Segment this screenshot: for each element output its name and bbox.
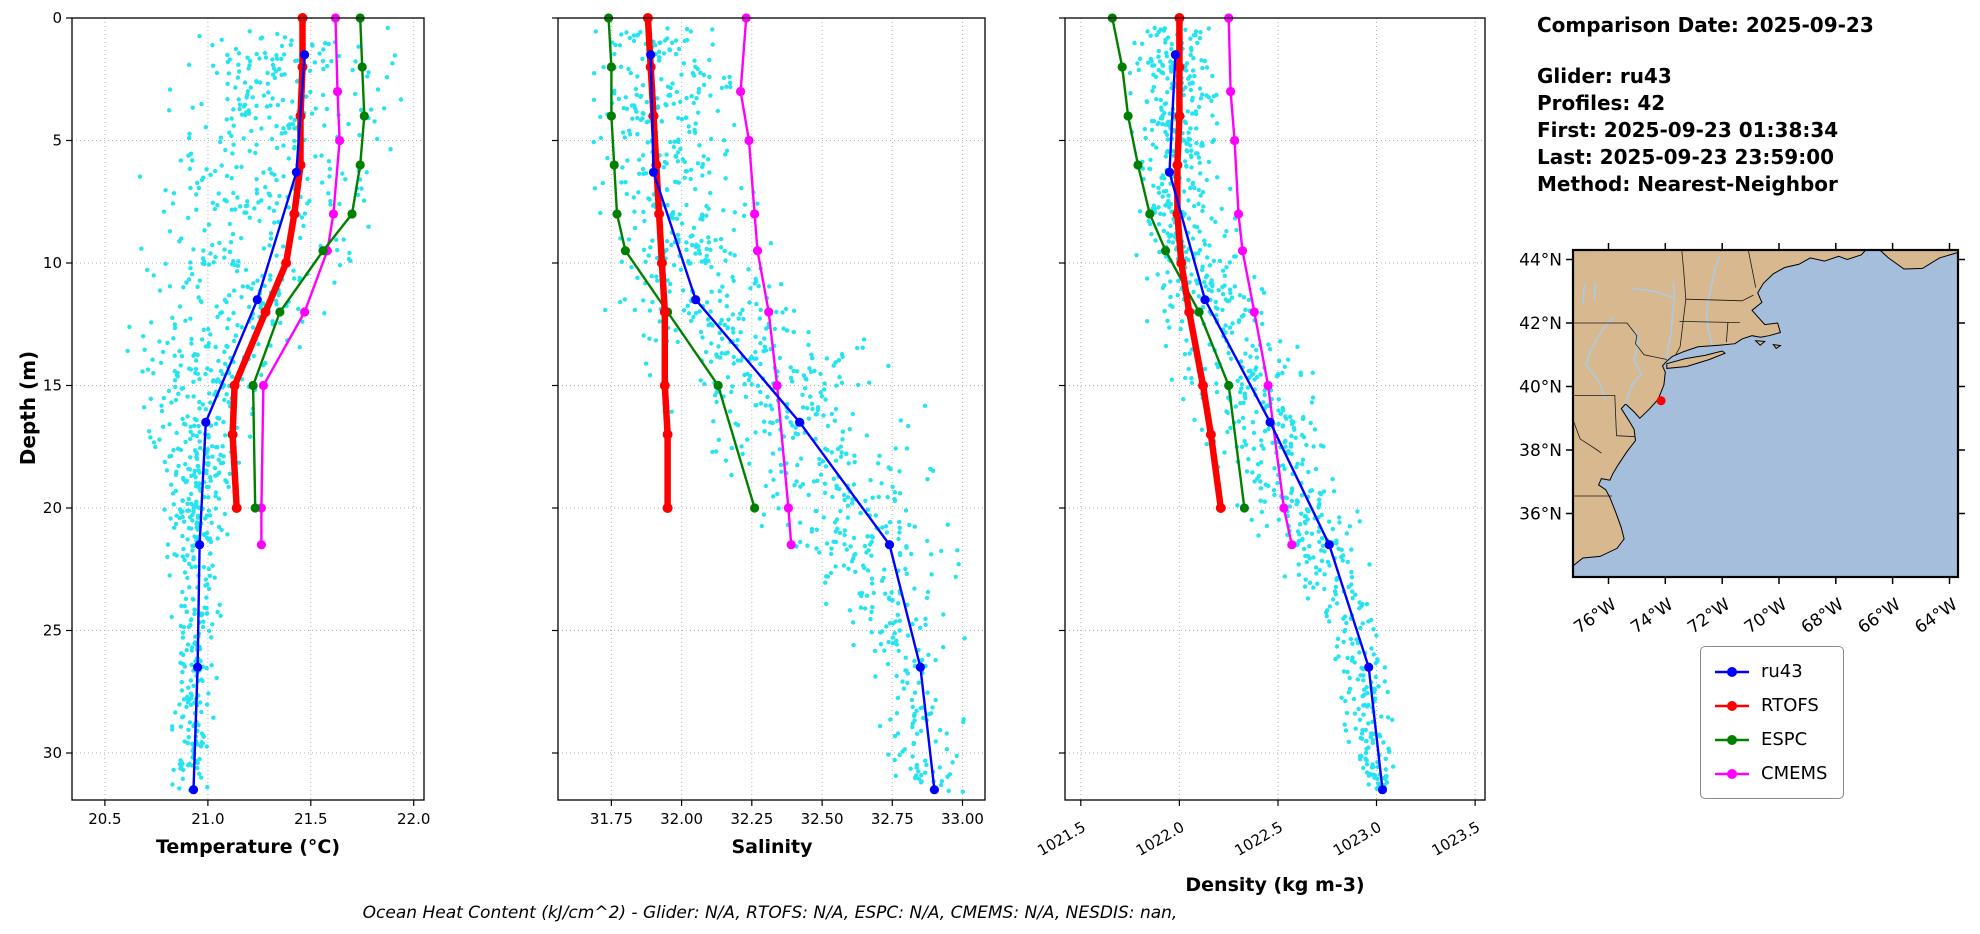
x-tick-label: 21.5	[294, 810, 327, 828]
map-lon-label: 64°W	[1911, 595, 1961, 638]
x-tick-label: 32.50	[801, 810, 844, 828]
panel-frame	[71, 17, 425, 801]
legend-label: ru43	[1761, 661, 1803, 682]
profile-panel-1: 31.75 32.00 32.25 32.50 32.75 33.00	[552, 13, 986, 828]
legend-label: ESPC	[1761, 729, 1808, 750]
x-tick-label: 1022.5	[1232, 818, 1286, 860]
map-state-border	[1747, 250, 1757, 288]
map-lat-label: 42°N	[1519, 314, 1562, 334]
legend-label: RTOFS	[1761, 695, 1819, 716]
series-markers-ru43	[646, 50, 940, 795]
series-line-CMEMS	[739, 17, 793, 545]
map-river	[1624, 329, 1643, 405]
info-panel: Comparison Date: 2025-09-23 Glider: ru43…	[1537, 12, 1874, 198]
x-tick-label: 33.00	[941, 810, 984, 828]
map-land	[1772, 343, 1782, 350]
map-lon-label: 72°W	[1684, 595, 1734, 638]
map-lon-label: 76°W	[1570, 595, 1620, 638]
legend-entry-RTOFS: RTOFS	[1713, 689, 1827, 722]
map-lon-label: 68°W	[1798, 595, 1848, 638]
method-text: Method: Nearest-Neighbor	[1537, 172, 1838, 196]
series-markers-CMEMS	[736, 13, 796, 550]
series-markers-ru43	[188, 50, 310, 795]
map-state-border	[1726, 322, 1729, 343]
map-lon-label: 66°W	[1855, 595, 1905, 638]
ocean-heat-content-footer: Ocean Heat Content (kJ/cm^2) - Glider: N…	[362, 903, 1178, 923]
series-markers-CMEMS	[1224, 13, 1297, 550]
x-tick-label: 31.75	[590, 810, 633, 828]
panel-frame	[557, 17, 986, 801]
x-tick-label: 20.5	[88, 810, 121, 828]
glider-scatter-points	[125, 25, 404, 793]
map-river	[1582, 284, 1586, 305]
map-river	[1584, 316, 1615, 400]
depth-tick-label: 30	[43, 744, 62, 762]
map-state-border	[1573, 394, 1636, 438]
map-lon-label: 74°W	[1627, 595, 1677, 638]
x-axis-label-density: Density (kg m-3)	[1185, 874, 1365, 896]
panel-frame	[1064, 17, 1486, 801]
depth-tick-label: 0	[52, 9, 62, 27]
series-line-RTOFS	[1174, 18, 1225, 509]
x-tick-label: 32.75	[871, 810, 914, 828]
legend: ru43 RTOFS ESPC CMEMS	[1700, 646, 1845, 799]
y-axis-label-depth: Depth (m)	[16, 350, 40, 466]
legend-marker-icon	[1715, 700, 1749, 711]
x-tick-label: 1021.5	[1034, 818, 1088, 860]
map-land	[1573, 250, 1867, 567]
legend-marker-icon	[1715, 768, 1749, 779]
map-land	[1666, 350, 1726, 369]
profile-panel-2: 1021.5 1022.0 1022.5 1023.0 1023.5	[1034, 13, 1486, 860]
map-river	[1593, 283, 1597, 301]
location-map: 44°N 42°N 40°N 38°N 36°N 76°W 74°W 72°W 70°W 68°W…	[1519, 243, 1965, 638]
map-state-border	[1685, 294, 1754, 302]
map-river	[1631, 287, 1675, 299]
map-river	[1666, 281, 1676, 360]
map-state-border	[1573, 322, 1667, 360]
legend-entry-ESPC: ESPC	[1713, 723, 1827, 756]
legend-entry-CMEMS: CMEMS	[1713, 757, 1827, 790]
legend-marker-icon	[1715, 734, 1749, 745]
map-river	[1705, 256, 1721, 346]
map-lat-label: 40°N	[1519, 378, 1562, 398]
comparison-date-text: Comparison Date: 2025-09-23	[1537, 13, 1874, 37]
x-tick-label: 1023.0	[1330, 818, 1384, 860]
depth-tick-label: 20	[43, 499, 62, 517]
depth-tick-label: 15	[43, 377, 62, 395]
glider-scatter-points	[591, 26, 967, 794]
glider-position-marker	[1656, 396, 1666, 406]
map-frame	[1571, 248, 1960, 579]
last-profile-time-text: Last: 2025-09-23 23:59:00	[1537, 145, 1835, 169]
depth-tick-label: 25	[43, 622, 62, 640]
series-markers-ru43	[1164, 50, 1388, 795]
glider-name-text: Glider: ru43	[1537, 64, 1672, 88]
x-axis-label-temperature: Temperature (°C)	[155, 836, 341, 858]
map-state-border	[1573, 419, 1602, 454]
legend-entry-ru43: ru43	[1713, 655, 1827, 688]
legend-label: CMEMS	[1761, 763, 1828, 784]
x-tick-label: 22.0	[397, 810, 430, 828]
x-axis-label-salinity: Salinity	[731, 836, 813, 858]
profiles-count-text: Profiles: 42	[1537, 91, 1666, 115]
map-lat-label: 44°N	[1519, 251, 1562, 271]
series-markers-CMEMS	[256, 13, 345, 550]
profile-panel-0: 20.5 21.0 21.5 22.0 0 5 10 15 20 25 30	[43, 9, 430, 828]
x-tick-label: 21.0	[191, 810, 224, 828]
x-tick-label: 1023.5	[1429, 818, 1483, 860]
depth-tick-label: 10	[43, 254, 62, 272]
map-lat-label: 36°N	[1519, 505, 1562, 525]
depth-tick-label: 5	[52, 132, 62, 150]
map-lat-label: 38°N	[1519, 441, 1562, 461]
map-land	[1754, 340, 1767, 346]
x-tick-label: 32.25	[730, 810, 773, 828]
first-profile-time-text: First: 2025-09-23 01:38:34	[1537, 118, 1839, 142]
x-tick-label: 1022.0	[1133, 818, 1187, 860]
legend-marker-icon	[1715, 666, 1749, 677]
map-land	[1879, 250, 1958, 270]
series-markers-RTOFS	[1172, 13, 1226, 513]
x-tick-label: 32.00	[660, 810, 703, 828]
map-lon-label: 70°W	[1741, 595, 1791, 638]
